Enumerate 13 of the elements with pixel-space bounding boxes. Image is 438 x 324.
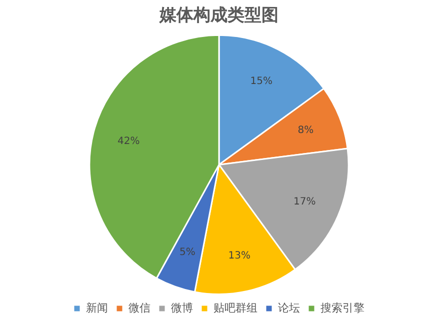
data-label: 42% (118, 136, 140, 148)
legend-label: 论坛 (278, 301, 300, 314)
legend-label: 微博 (171, 301, 193, 314)
chart-title: 媒体构成类型图 (158, 6, 278, 26)
data-label: 15% (250, 76, 272, 88)
legend-label: 贴吧群组 (214, 301, 258, 314)
data-label: 17% (293, 196, 316, 208)
data-label: 13% (228, 250, 250, 262)
data-label: 5% (179, 247, 196, 258)
legend-label: 微信 (128, 301, 150, 314)
data-label: 8% (298, 124, 314, 136)
legend-label: 新闻 (86, 301, 108, 314)
legend-label: 搜索引擎 (320, 301, 364, 314)
